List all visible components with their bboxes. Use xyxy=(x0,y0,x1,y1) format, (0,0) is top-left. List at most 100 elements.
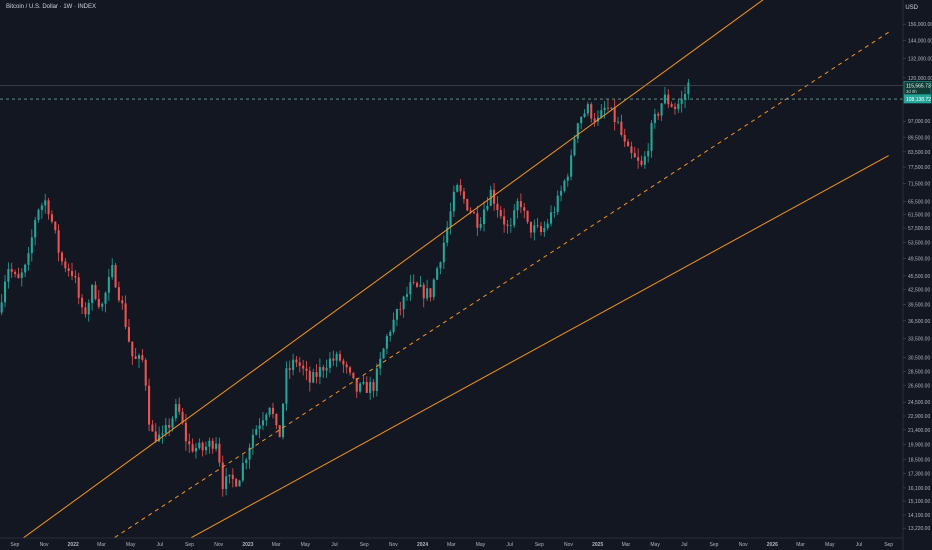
candle-body xyxy=(91,284,94,303)
candle-body xyxy=(67,268,70,272)
candle-body xyxy=(164,424,167,434)
y-tick-label: 77,500.00 xyxy=(908,165,930,171)
symbol-title[interactable]: Bitcoin / U.S. Dollar · 1W · INDEX xyxy=(6,4,97,10)
candle-body xyxy=(184,422,187,442)
x-tick-label: Jul xyxy=(157,542,163,548)
candle-body xyxy=(335,354,338,361)
candle-body xyxy=(218,443,221,463)
y-tick-label: 65,500.00 xyxy=(908,199,930,205)
candle-body xyxy=(322,367,325,371)
candle-body xyxy=(506,224,509,226)
candle-body xyxy=(168,424,171,428)
candle-body xyxy=(647,150,650,157)
y-tick-label: 36,500.00 xyxy=(908,319,930,325)
candle-body xyxy=(238,480,241,487)
channel-line-1 xyxy=(22,0,764,538)
candle-body xyxy=(87,302,90,315)
candle-body xyxy=(124,303,127,328)
candle-body xyxy=(643,156,646,165)
candle-body xyxy=(570,155,573,177)
candle-body xyxy=(188,441,191,445)
x-tick-label: Sep xyxy=(185,542,194,548)
candle-body xyxy=(181,411,184,423)
candle-body xyxy=(271,407,275,414)
candle-body xyxy=(683,94,687,99)
candle-body xyxy=(57,230,60,253)
candle-body xyxy=(352,372,355,379)
candle-body xyxy=(241,463,244,481)
candle-body xyxy=(362,381,365,384)
candle-body xyxy=(395,309,398,320)
candle-body xyxy=(680,98,683,104)
candle-body xyxy=(496,203,499,210)
price-tag-2 xyxy=(903,94,932,104)
candle-body xyxy=(305,368,308,371)
x-tick-label: Nov xyxy=(564,542,573,548)
x-tick-label: 2022 xyxy=(68,542,79,548)
candle-body xyxy=(282,403,285,438)
candle-body xyxy=(653,113,656,123)
candle-body xyxy=(104,292,107,304)
candle-body xyxy=(27,253,30,265)
x-tick-label: Sep xyxy=(884,542,893,548)
candle-body xyxy=(616,121,620,123)
candle-body xyxy=(101,303,104,307)
candle-body xyxy=(144,359,147,386)
candle-body xyxy=(288,368,291,370)
candle-body xyxy=(47,200,50,215)
candle-body xyxy=(20,272,23,279)
y-tick-label: 28,500.00 xyxy=(908,369,930,375)
candle-body xyxy=(17,273,20,279)
candle-body xyxy=(486,205,489,210)
candle-body xyxy=(566,176,569,181)
candle-body xyxy=(137,355,141,359)
candle-body xyxy=(576,123,579,139)
candle-body xyxy=(533,225,536,233)
candle-body xyxy=(432,279,435,298)
candle-body xyxy=(439,262,442,269)
candle-body xyxy=(258,425,261,430)
candle-body xyxy=(539,226,543,233)
candle-body xyxy=(77,277,80,298)
candle-body xyxy=(399,309,402,310)
candle-body xyxy=(660,103,663,116)
y-tick-label: 17,300.00 xyxy=(908,471,930,477)
candle-body xyxy=(245,459,248,464)
x-tick-label: Mar xyxy=(622,542,631,548)
candle-body xyxy=(248,447,251,460)
candle-body xyxy=(54,221,57,231)
candle-body xyxy=(365,381,368,393)
candle-body xyxy=(375,368,378,391)
candle-body xyxy=(325,367,328,371)
candle-body xyxy=(194,448,197,452)
candle-body xyxy=(298,362,301,366)
candle-body xyxy=(650,122,653,151)
candle-body xyxy=(34,219,37,238)
candle-body xyxy=(308,370,311,383)
candle-body xyxy=(586,104,589,114)
candle-body xyxy=(600,110,603,118)
candle-body xyxy=(633,153,636,158)
y-tick-label: 49,500.00 xyxy=(908,257,930,263)
candle-body xyxy=(469,210,472,213)
candle-body xyxy=(154,431,157,442)
candle-body xyxy=(546,223,549,229)
candle-body xyxy=(523,207,526,211)
candle-body xyxy=(201,442,204,451)
candle-body xyxy=(278,425,281,438)
candle-body xyxy=(560,190,563,196)
candle-body xyxy=(526,210,529,222)
x-tick-label: Jul xyxy=(681,542,687,548)
candle-body xyxy=(476,213,479,228)
candle-body xyxy=(389,332,392,337)
currency-label[interactable]: USD xyxy=(905,5,918,11)
candle-body xyxy=(563,180,566,191)
x-tick-label: Jul xyxy=(856,542,862,548)
candle-body xyxy=(436,268,439,280)
candle-body xyxy=(359,383,362,392)
candle-body xyxy=(409,282,412,295)
candle-body xyxy=(385,336,388,349)
y-tick-label: 97,000.00 xyxy=(908,119,930,125)
candle-body xyxy=(379,358,382,369)
